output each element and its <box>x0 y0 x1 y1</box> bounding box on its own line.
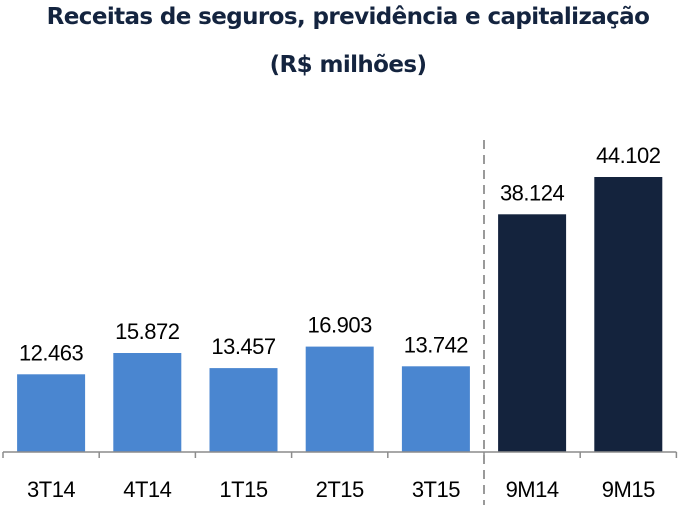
bar-1T15 <box>209 368 278 452</box>
category-label-9M15: 9M15 <box>602 477 655 502</box>
bar-9M14 <box>498 214 567 452</box>
category-label-1T15: 1T15 <box>219 477 267 502</box>
value-label-4T14: 15.872 <box>115 319 180 344</box>
value-label-3T14: 12.463 <box>19 340 84 365</box>
bar-4T14 <box>113 353 182 452</box>
bar-2T15 <box>305 346 374 452</box>
value-label-9M15: 44.102 <box>596 143 661 168</box>
bar-3T14 <box>17 374 86 452</box>
chart-subtitle: (R$ milhões) <box>269 52 427 78</box>
bar-3T15 <box>401 366 470 452</box>
bar-9M15 <box>594 177 663 452</box>
category-label-3T15: 3T15 <box>412 477 460 502</box>
category-label-9M14: 9M14 <box>506 477 559 502</box>
value-label-3T15: 13.742 <box>404 332 469 357</box>
category-label-2T15: 2T15 <box>316 477 364 502</box>
value-label-9M14: 38.124 <box>500 180 565 205</box>
chart-title: Receitas de seguros, previdência e capit… <box>46 4 650 30</box>
category-label-4T14: 4T14 <box>123 477 171 502</box>
value-label-2T15: 16.903 <box>308 313 373 338</box>
category-label-3T14: 3T14 <box>27 477 75 502</box>
value-label-1T15: 13.457 <box>211 334 276 359</box>
